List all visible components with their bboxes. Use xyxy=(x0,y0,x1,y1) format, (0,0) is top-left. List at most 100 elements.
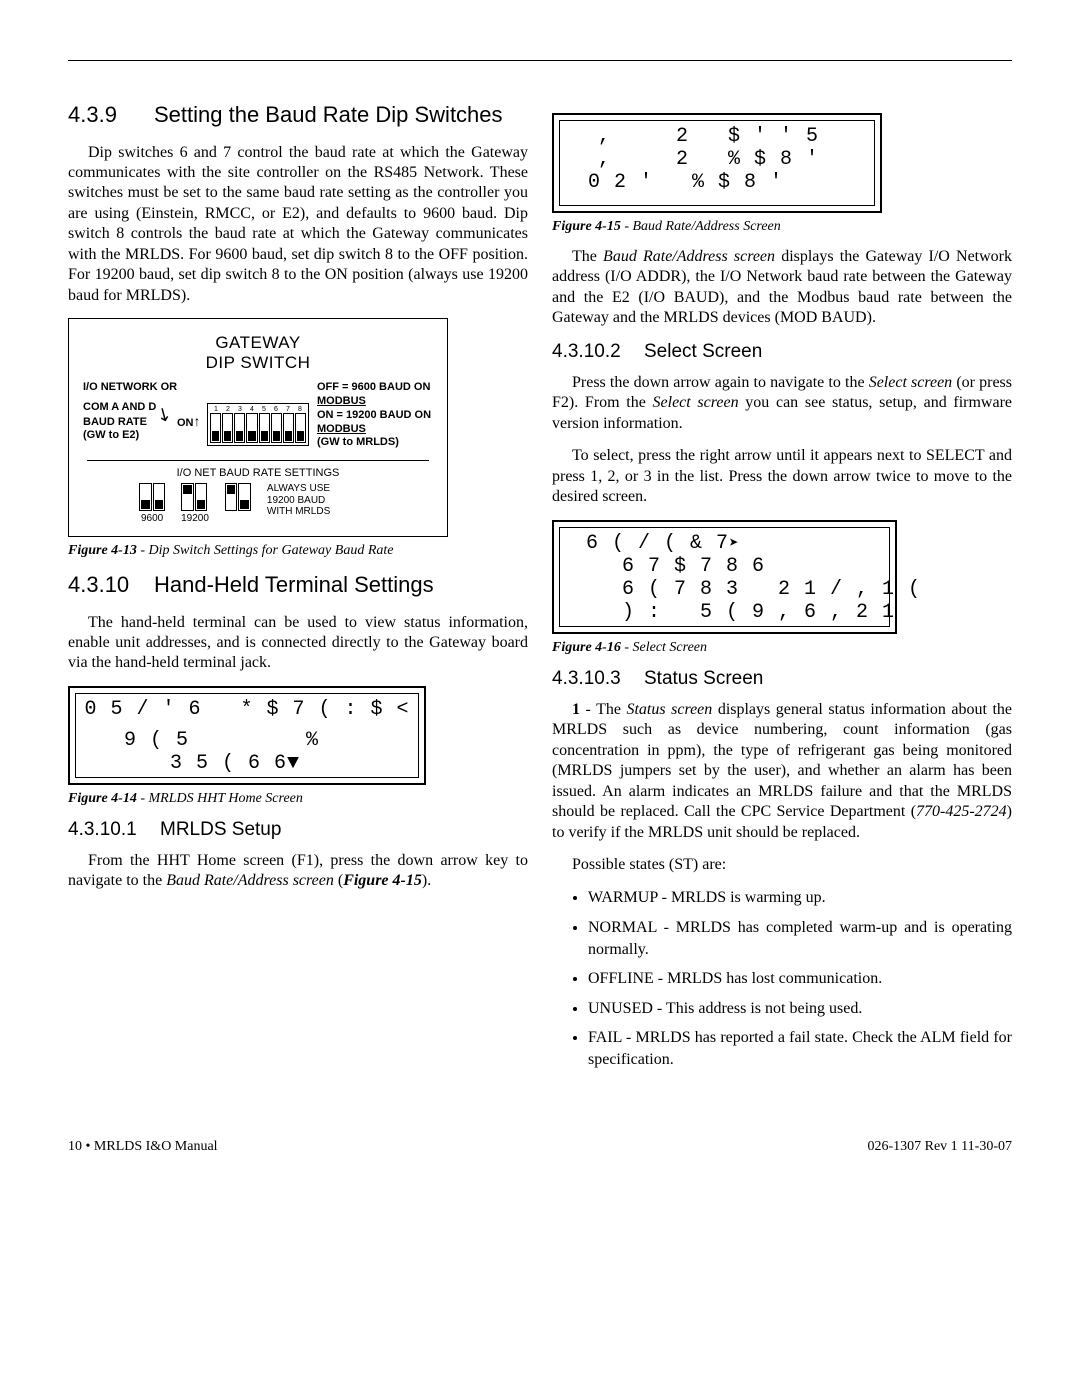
sectitle-4-3-10: Hand-Held Terminal Settings xyxy=(154,572,434,597)
heading-4-3-10: 4.3.10Hand-Held Terminal Settings xyxy=(68,571,528,599)
para-4-3-10: The hand-held terminal can be used to vi… xyxy=(68,613,528,674)
p43103-1ph: 770-425-2724 xyxy=(916,803,1007,820)
para-43103-2: Possible states (ST) are: xyxy=(552,855,1012,875)
para-after-415: The Baud Rate/Address screen displays th… xyxy=(552,247,1012,329)
state-warmup: WARMUP - MRLDS is warming up. xyxy=(588,887,1012,909)
p43102-1i1: Select screen xyxy=(869,374,953,391)
fig414-l1: 0 5 / ' 6 * $ 7 ( : $ < xyxy=(84,698,410,721)
fig414-cap-r: - MRLDS HHT Home Screen xyxy=(137,791,303,806)
secnum-43101: 4.3.10.1 xyxy=(68,819,160,841)
fig415-l3: 0 2 ' % $ 8 ' xyxy=(568,171,866,194)
p43103-1a: 1 xyxy=(572,701,580,718)
diag-left-l2: COM A AND D xyxy=(83,401,156,413)
fig414-l3: 3 5 ( 6 6 xyxy=(144,752,287,775)
down-arrow-icon: ▼ xyxy=(287,752,300,775)
diag-bottom-row: 9600 19200 ALWAYS USE 19200 BAUD WITH MR… xyxy=(83,483,433,524)
footer-right: 026-1307 Rev 1 11-30-07 xyxy=(867,1139,1012,1155)
heading-4-3-9: 4.3.9Setting the Baud Rate Dip Switches xyxy=(68,101,528,129)
figure-4-13-diagram: GATEWAY DIP SWITCH I/O NETWORK OR COM A … xyxy=(68,318,448,537)
p43103-1i: Status screen xyxy=(626,701,712,718)
fig415-l2: , 2 % $ 8 ' xyxy=(568,148,866,171)
left-column: 4.3.9Setting the Baud Rate Dip Switches … xyxy=(68,101,528,1079)
diag-right-l1: OFF = 9600 BAUD ON xyxy=(317,381,433,395)
status-states-list: WARMUP - MRLDS is warming up. NORMAL - M… xyxy=(552,887,1012,1070)
diag-right-l4: MODBUS xyxy=(317,423,433,437)
fig413-cap-r: - Dip Switch Settings for Gateway Baud R… xyxy=(137,543,394,558)
fig416-l1: 6 ( / ( & 7 xyxy=(586,532,729,555)
diag-left-l1: I/O NETWORK OR xyxy=(83,381,199,394)
two-column-layout: 4.3.9Setting the Baud Rate Dip Switches … xyxy=(68,101,1012,1079)
state-unused: UNUSED - This address is not being used. xyxy=(588,998,1012,1020)
state-fail: FAIL - MRLDS has reported a fail state. … xyxy=(588,1027,1012,1070)
diag-right-labels: OFF = 9600 BAUD ON MODBUS ON = 19200 BAU… xyxy=(317,381,433,450)
figure-4-15-caption: Figure 4-15 - Baud Rate/Address Screen xyxy=(552,219,1012,235)
state-offline: OFFLINE - MRLDS has lost communication. xyxy=(588,968,1012,990)
p43101-bi: Figure 4-15 xyxy=(343,872,422,889)
diag-19200-label: 19200 xyxy=(181,513,209,524)
heading-4-3-10-1: 4.3.10.1MRLDS Setup xyxy=(68,819,528,841)
diag-9600-label: 9600 xyxy=(139,513,165,524)
diag-bset-label: I/O NET BAUD RATE SETTINGS xyxy=(83,467,433,479)
fig416-l3: 6 ( 7 8 3 2 1 / , 1 ( xyxy=(568,578,881,601)
fig414-cap-b: Figure 4-14 xyxy=(68,791,137,806)
state-normal: NORMAL - MRLDS has completed warm-up and… xyxy=(588,917,1012,960)
sectitle-43101: MRLDS Setup xyxy=(160,819,281,840)
diag-title2: DIP SWITCH xyxy=(83,353,433,373)
heading-4-3-10-2: 4.3.10.2Select Screen xyxy=(552,341,1012,363)
right-column: , 2 $ ' ' 5 , 2 % $ 8 ' 0 2 ' % $ 8 ' Fi… xyxy=(552,101,1012,1079)
diag-left-labels: I/O NETWORK OR COM A AND D↘ BAUD RATE (G… xyxy=(83,381,199,442)
sectitle-43102: Select Screen xyxy=(644,341,762,362)
dip-switch-row xyxy=(210,413,306,443)
diag-always-use-text: ALWAYS USE 19200 BAUD WITH MRLDS xyxy=(267,483,377,518)
fig415-cap-r: - Baud Rate/Address Screen xyxy=(621,219,781,234)
figure-4-14-lcd: 0 5 / ' 6 * $ 7 ( : $ < 9 ( 5 % 3 5 ( 6 … xyxy=(68,686,426,785)
figure-4-13-caption: Figure 4-13 - Dip Switch Settings for Ga… xyxy=(68,543,528,559)
diag-right-l3: ON = 19200 BAUD ON xyxy=(317,409,433,423)
footer-left: 10 • MRLDS I&O Manual xyxy=(68,1139,218,1155)
fig416-l2: 6 7 $ 7 8 6 xyxy=(568,555,881,578)
diag-up-arrow-icon: ↑ xyxy=(194,413,201,429)
fig416-l4: ) : 5 ( 9 , 6 , 2 1 xyxy=(568,601,881,624)
para-43102-2: To select, press the right arrow until i… xyxy=(552,446,1012,507)
p43103-1b: - The xyxy=(580,701,626,718)
dip-switch-block: 12345678 xyxy=(207,403,309,446)
figure-4-15-lcd: , 2 $ ' ' 5 , 2 % $ 8 ' 0 2 ' % $ 8 ' xyxy=(552,113,882,213)
para-43103-1: 1 - The Status screen displays general s… xyxy=(552,700,1012,843)
p43101-c: ). xyxy=(422,872,431,889)
fig415-cap-b: Figure 4-15 xyxy=(552,219,621,234)
secnum-43102: 4.3.10.2 xyxy=(552,341,644,363)
heading-4-3-10-3: 4.3.10.3Status Screen xyxy=(552,668,1012,690)
p43101-i: Baud Rate/Address screen xyxy=(166,872,334,889)
p415-i: Baud Rate/Address screen xyxy=(603,248,775,265)
fig414-l2: 9 ( 5 % xyxy=(84,729,410,752)
diag-btxt3: WITH MRLDS xyxy=(267,506,377,518)
page-footer: 10 • MRLDS I&O Manual 026-1307 Rev 1 11-… xyxy=(68,1139,1012,1155)
secnum-43103: 4.3.10.3 xyxy=(552,668,644,690)
diag-left-l4: (GW to E2) xyxy=(83,429,199,442)
figure-4-16-caption: Figure 4-16 - Select Screen xyxy=(552,640,1012,656)
fig416-cap-r: - Select Screen xyxy=(621,640,707,655)
p43102-1i2: Select screen xyxy=(653,394,739,411)
diag-on-text: ON xyxy=(177,417,194,429)
p415-a: The xyxy=(572,248,603,265)
sectitle-4-3-9: Setting the Baud Rate Dip Switches xyxy=(154,102,503,127)
para-43101: From the HHT Home screen (F1), press the… xyxy=(68,851,528,892)
para-43102-1: Press the down arrow again to navigate t… xyxy=(552,373,1012,434)
figure-4-16-lcd: 6 ( / ( & 7➤ 6 7 $ 7 8 6 6 ( 7 8 3 2 1 /… xyxy=(552,520,897,634)
p43101-b: ( xyxy=(334,872,343,889)
diag-right-l2: MODBUS xyxy=(317,395,433,409)
diag-on-label: ON↑ xyxy=(177,413,201,429)
diag-btxt1: ALWAYS USE xyxy=(267,483,377,495)
fig416-cap-b: Figure 4-16 xyxy=(552,640,621,655)
sectitle-43103: Status Screen xyxy=(644,668,763,689)
p43102-1a: Press the down arrow again to navigate t… xyxy=(572,374,869,391)
fig413-cap-b: Figure 4-13 xyxy=(68,543,137,558)
fig415-l1: , 2 $ ' ' 5 xyxy=(568,125,866,148)
right-arrow-icon: ➤ xyxy=(729,535,740,553)
top-rule xyxy=(68,60,1012,61)
diag-right-l5: (GW to MRLDS) xyxy=(317,436,433,450)
diag-btxt2: 19200 BAUD xyxy=(267,495,377,507)
para-4-3-9: Dip switches 6 and 7 control the baud ra… xyxy=(68,143,528,307)
figure-4-14-caption: Figure 4-14 - MRLDS HHT Home Screen xyxy=(68,791,528,807)
diag-title1: GATEWAY xyxy=(83,333,433,353)
